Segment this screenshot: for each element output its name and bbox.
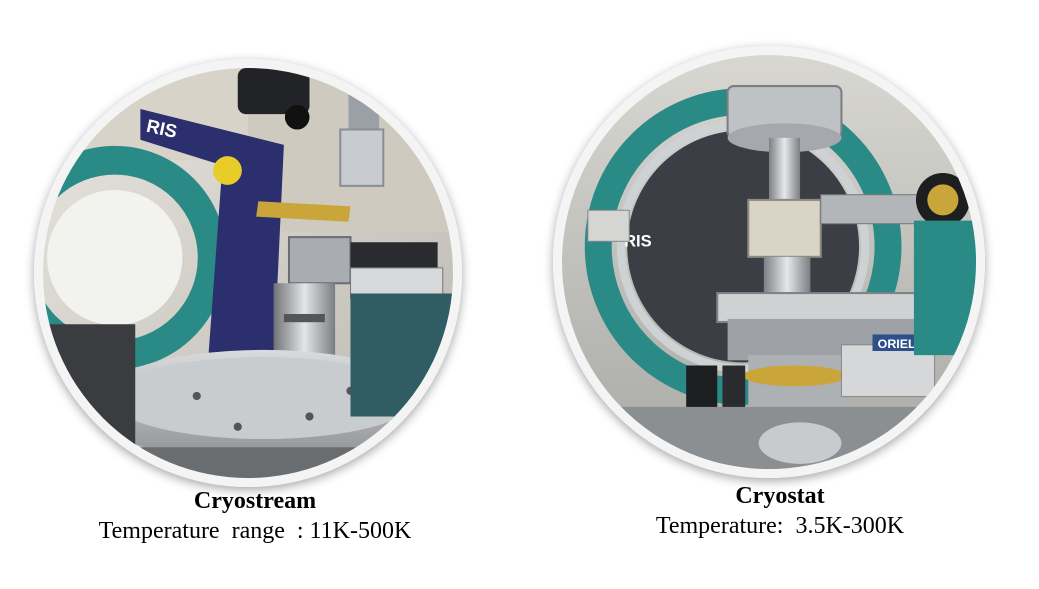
cryostream-scene: RIS <box>43 68 453 478</box>
oriel-label: ORIEL <box>878 337 916 351</box>
cryostream-temperature-range: Temperature range : 11K-500K <box>98 518 412 544</box>
ring-label: RIS <box>624 231 652 250</box>
cryostream-nozzle <box>339 128 385 187</box>
cryostream-title: Cryostream <box>193 488 317 514</box>
cryostat-title: Cryostat <box>735 483 825 509</box>
cryostat-scene: RIS ORIEL <box>562 55 976 469</box>
yellow-knob <box>213 156 242 185</box>
navy-frame <box>140 109 284 376</box>
brass-lens <box>927 184 959 216</box>
cryostat-head <box>747 198 822 258</box>
cryostream-caption: Cryostream Temperature range : 11K-500K <box>40 486 470 546</box>
cryostat-temperature-range: Temperature: 3.5K-300K <box>655 513 905 539</box>
cryostat-caption: Cryostat Temperature: 3.5K-300K <box>560 481 1000 541</box>
cryostream-photo: RIS <box>34 59 462 487</box>
cryostat-photo: RIS ORIEL <box>553 46 985 478</box>
